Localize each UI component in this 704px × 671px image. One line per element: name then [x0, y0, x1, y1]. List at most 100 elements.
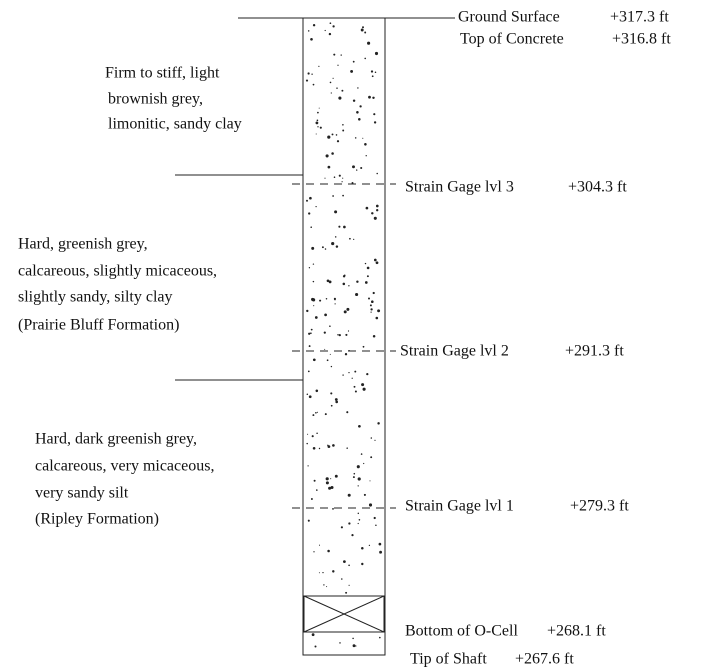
elevation-value: +316.8 ft — [612, 31, 671, 48]
speckle — [369, 480, 371, 482]
speckle — [324, 348, 326, 350]
elevation-value: +268.1 ft — [547, 623, 606, 640]
speckle — [335, 245, 339, 248]
speckle — [312, 24, 316, 27]
soil-description: calcareous, very micaceous, — [35, 458, 214, 475]
speckle — [371, 212, 374, 215]
speckle — [342, 177, 344, 179]
speckle — [370, 437, 373, 439]
speckle — [366, 266, 370, 270]
speckle — [358, 424, 361, 428]
speckle — [373, 258, 377, 262]
speckle — [344, 353, 348, 356]
speckle — [351, 182, 354, 184]
speckle — [373, 121, 377, 124]
speckle — [352, 637, 354, 640]
speckle — [349, 237, 351, 240]
speckle — [332, 77, 334, 79]
speckle — [364, 262, 367, 265]
speckle — [343, 560, 346, 563]
speckle — [325, 298, 328, 300]
speckle — [308, 395, 312, 399]
elevation-value: +279.3 ft — [570, 498, 629, 515]
speckle — [328, 32, 332, 36]
speckle — [357, 512, 360, 515]
speckle — [347, 330, 350, 332]
elevation-name: Ground Surface — [458, 9, 560, 26]
speckle — [346, 307, 350, 311]
speckle — [305, 79, 309, 82]
speckle — [307, 72, 310, 75]
speckle — [309, 196, 312, 200]
o-cell — [303, 595, 385, 633]
speckle — [336, 140, 340, 143]
speckle — [325, 154, 329, 158]
speckle — [368, 503, 373, 507]
speckle — [343, 310, 347, 314]
speckle — [368, 95, 371, 99]
speckle — [335, 400, 339, 404]
speckle — [377, 309, 381, 313]
speckle — [366, 275, 369, 278]
speckle — [324, 313, 327, 317]
speckle — [374, 71, 377, 73]
speckle — [365, 155, 367, 157]
speckle — [352, 644, 356, 648]
speckle — [330, 485, 334, 490]
speckle — [362, 345, 365, 348]
soil-description: calcareous, slightly micaceous, — [18, 263, 217, 280]
speckle — [318, 65, 320, 67]
speckle — [314, 316, 318, 319]
speckle — [361, 546, 364, 550]
speckle — [311, 633, 315, 637]
speckle — [358, 118, 361, 121]
soil-description: limonitic, sandy clay — [108, 116, 242, 133]
speckle — [315, 389, 319, 393]
speckle — [330, 365, 333, 368]
speckle — [319, 299, 322, 302]
speckle — [363, 493, 366, 496]
speckle — [312, 280, 315, 283]
speckle — [378, 542, 382, 546]
speckle — [356, 465, 360, 469]
speckle — [352, 165, 355, 169]
speckle — [337, 333, 339, 336]
speckle — [330, 478, 332, 480]
speckle — [354, 390, 357, 393]
speckle — [370, 308, 373, 311]
speckle — [310, 332, 312, 335]
speckle — [366, 372, 369, 376]
speckle — [343, 225, 346, 229]
speckle — [338, 174, 341, 177]
speckle — [338, 225, 341, 228]
speckle — [311, 297, 315, 301]
speckle — [326, 586, 328, 588]
speckle — [313, 479, 316, 482]
speckle — [357, 522, 359, 525]
speckle — [308, 212, 311, 215]
speckle — [342, 194, 344, 197]
speckle — [322, 571, 324, 574]
speckle — [327, 445, 331, 448]
speckle — [342, 124, 344, 126]
speckle — [360, 28, 364, 32]
speckle — [326, 359, 329, 362]
speckle — [318, 107, 320, 109]
speckle — [355, 645, 357, 647]
soil-description: Firm to stiff, light — [105, 65, 220, 82]
speckle — [332, 25, 335, 28]
speckle — [338, 96, 342, 100]
speckle — [373, 516, 376, 520]
speckle — [326, 279, 330, 283]
speckle — [370, 456, 373, 459]
speckle — [371, 300, 374, 303]
elevation-name: Strain Gage lvl 1 — [405, 498, 514, 515]
speckle — [330, 392, 333, 395]
speckle — [307, 30, 310, 32]
speckle — [313, 551, 315, 553]
speckle — [364, 143, 367, 146]
speckle — [311, 435, 314, 438]
speckle — [377, 422, 380, 425]
elevation-name: Strain Gage lvl 3 — [405, 179, 514, 196]
speckle — [308, 267, 311, 269]
